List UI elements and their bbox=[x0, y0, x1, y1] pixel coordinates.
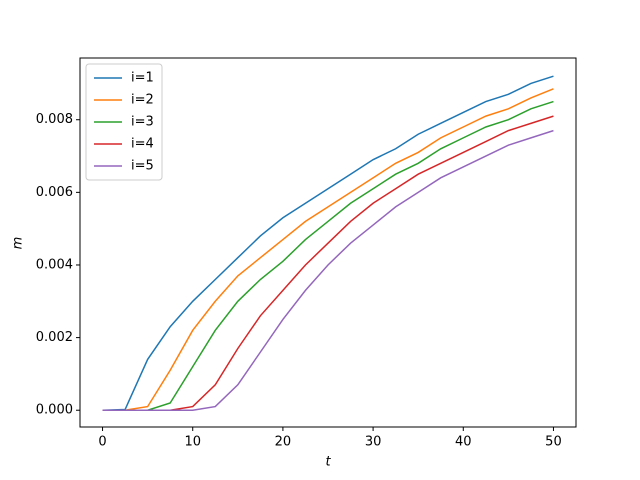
legend-label: i=1 bbox=[131, 71, 154, 86]
x-tick-label: 40 bbox=[455, 435, 472, 450]
y-tick-label: 0.008 bbox=[36, 112, 73, 127]
x-tick-label: 0 bbox=[98, 435, 106, 450]
x-axis-label: t bbox=[325, 455, 331, 470]
y-tick-label: 0.004 bbox=[36, 257, 73, 272]
legend-label: i=2 bbox=[131, 93, 154, 108]
x-tick-label: 10 bbox=[184, 435, 201, 450]
x-tick-label: 20 bbox=[275, 435, 292, 450]
line-series bbox=[102, 115, 554, 411]
y-tick-label: 0.006 bbox=[36, 185, 73, 200]
x-tick-label: 50 bbox=[545, 435, 562, 450]
line-series bbox=[102, 129, 554, 411]
axes-frame bbox=[79, 57, 577, 428]
legend-box bbox=[85, 63, 163, 181]
y-tick-label: 0.000 bbox=[36, 403, 73, 418]
y-tick-label: 0.002 bbox=[36, 330, 73, 345]
line-series bbox=[102, 75, 554, 411]
legend-label: i=5 bbox=[131, 159, 154, 174]
line-series bbox=[102, 100, 554, 411]
x-tick-label: 30 bbox=[365, 435, 382, 450]
line-series bbox=[102, 88, 554, 411]
legend-label: i=3 bbox=[131, 115, 154, 130]
legend-label: i=4 bbox=[131, 137, 154, 152]
y-axis-label: m bbox=[11, 237, 26, 250]
